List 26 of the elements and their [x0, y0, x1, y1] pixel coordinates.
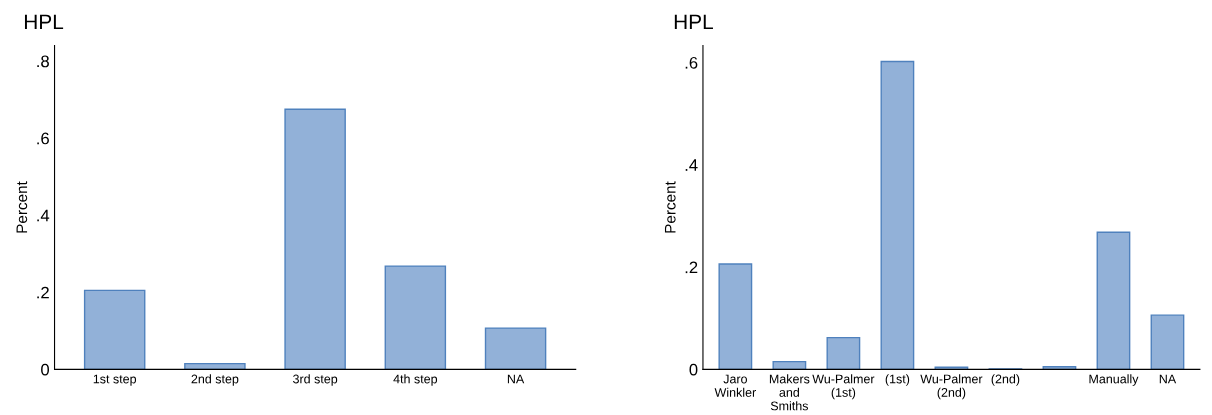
x-tick-label: Makers and Smiths [769, 374, 810, 411]
y-tick-label: .2 [685, 261, 698, 274]
y-tick-label: .4 [685, 159, 698, 171]
x-tick-label: 1st step [93, 374, 137, 386]
x-tick-label: NA [1159, 374, 1177, 384]
y-tick-label: 0 [689, 363, 698, 376]
y-tick-label: .6 [37, 132, 49, 145]
y-axis-title: Percent [664, 181, 676, 233]
x-tick-label: 4th step [393, 374, 438, 386]
chart-title: HPL [24, 14, 64, 29]
x-tick-label: 2nd step [191, 374, 239, 386]
x-tick-label: (1st) [885, 374, 910, 386]
y-axis-title: Percent [16, 181, 28, 233]
x-tick-label: Wu-Palmer (1st) [812, 374, 875, 400]
x-tick-label: (2nd) [991, 374, 1020, 386]
chart-title: HPL [674, 14, 713, 29]
x-tick-label: Jaro Winkler [714, 374, 756, 397]
y-tick-label: 0 [41, 363, 50, 376]
x-tick-label: Wu-Palmer (2nd) [920, 374, 983, 400]
x-tick-label: NA [507, 374, 525, 384]
y-tick-label: .2 [37, 286, 49, 299]
x-tick-label: Manually [1089, 374, 1139, 386]
x-tick-label: 3rd step [293, 374, 338, 386]
y-tick-label: .4 [37, 209, 50, 222]
y-tick-label: .8 [37, 55, 49, 68]
y-tick-label: .6 [685, 56, 698, 69]
